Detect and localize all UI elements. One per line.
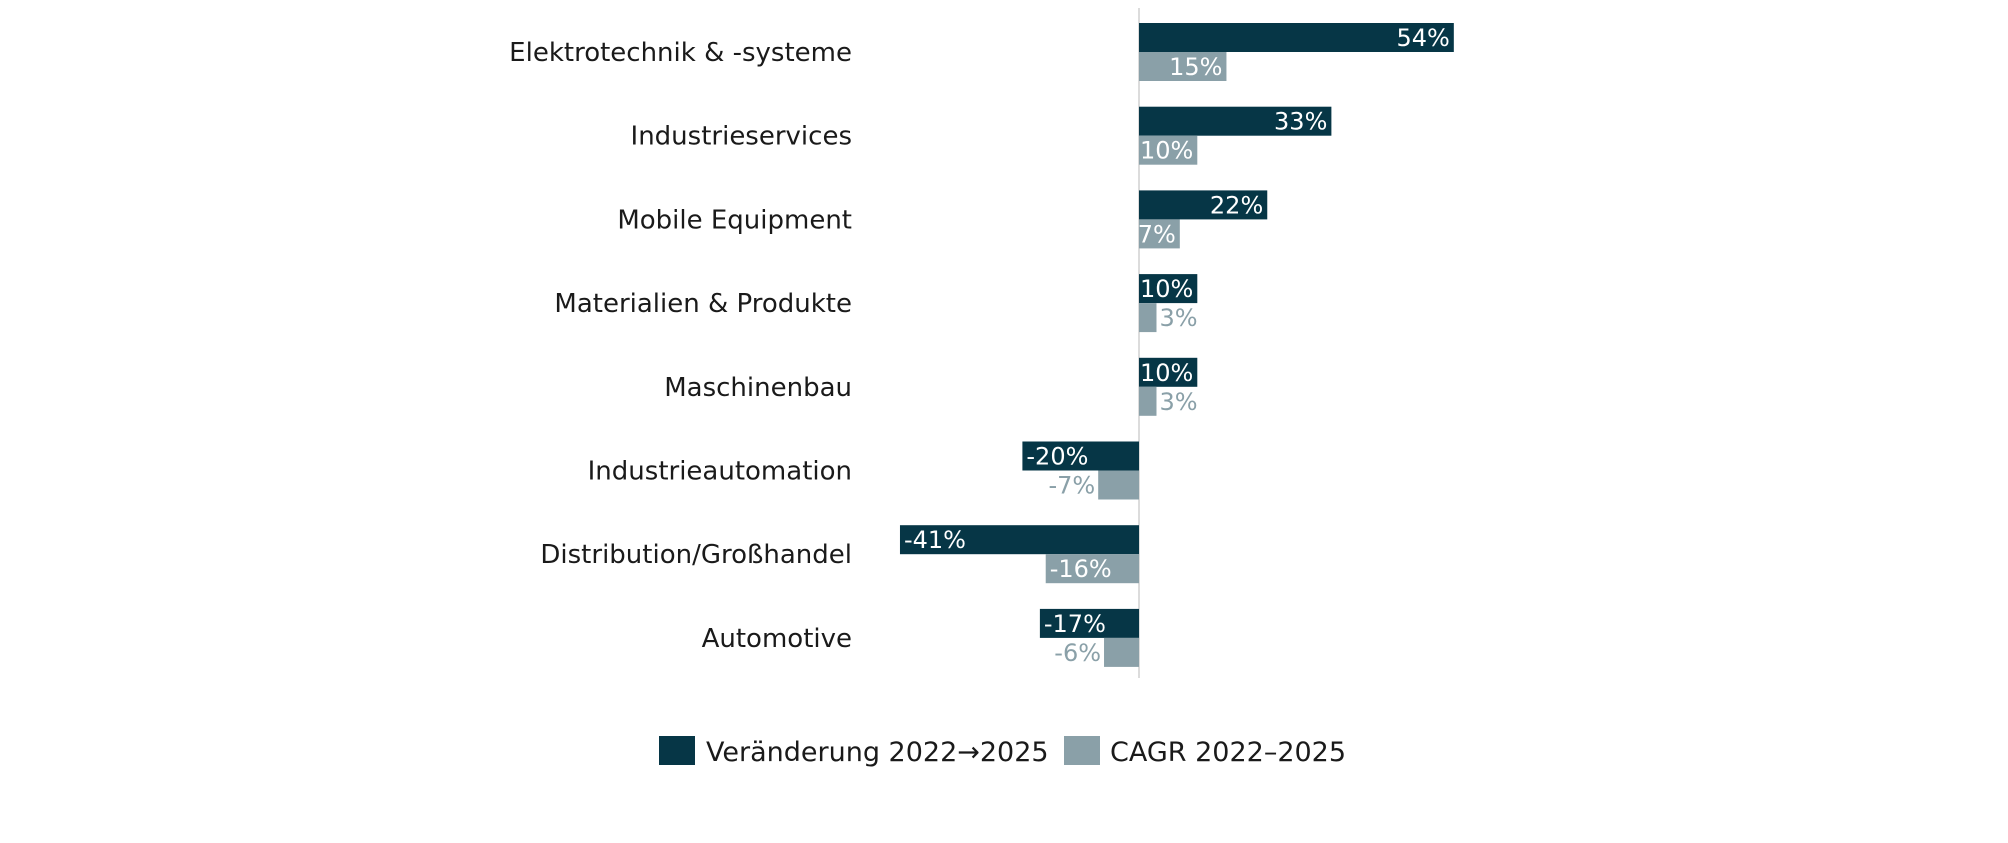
legend-swatch-cagr xyxy=(1064,736,1100,765)
bar-cagr-materialien-produkte xyxy=(1139,303,1157,333)
legend: Veränderung 2022→2025 CAGR 2022–2025 xyxy=(659,736,1346,768)
bar-cagr-mobile-equipment xyxy=(1139,219,1180,249)
legend-label-cagr: CAGR 2022–2025 xyxy=(1110,737,1346,768)
value-label-change-mobile-equipment: 22% xyxy=(1210,191,1263,219)
value-label-cagr-automotive: -6% xyxy=(1054,639,1101,667)
bar-change-automotive xyxy=(1039,608,1139,638)
value-label-cagr-industrieautomation: -7% xyxy=(1048,472,1095,500)
bar-cagr-maschinenbau xyxy=(1139,386,1157,416)
bar-cagr-automotive xyxy=(1104,637,1139,667)
value-label-change-maschinenbau: 10% xyxy=(1140,359,1193,387)
category-label-industrieservices: Industrieservices xyxy=(631,122,852,152)
bar-change-materialien-produkte xyxy=(1139,274,1198,304)
value-labels: 54%15%33%10%22%7%10%3%10%3%-20%-7%-41%-1… xyxy=(904,24,1450,667)
bars xyxy=(899,23,1454,667)
bar-cagr-industrieautomation xyxy=(1098,470,1139,500)
value-label-change-distribution-gro-handel: -41% xyxy=(904,526,966,554)
value-label-cagr-distribution-gro-handel: -16% xyxy=(1050,555,1112,583)
bar-change-distribution-gro-handel xyxy=(899,525,1139,555)
bar-change-industrieautomation xyxy=(1022,441,1139,471)
bar-change-elektrotechnik-systeme xyxy=(1139,23,1454,52)
legend-swatch-change xyxy=(659,736,695,765)
value-label-cagr-materialien-produkte: 3% xyxy=(1159,304,1197,332)
category-label-mobile-equipment: Mobile Equipment xyxy=(617,205,852,235)
value-label-change-elektrotechnik-systeme: 54% xyxy=(1396,24,1449,52)
value-label-change-industrieautomation: -20% xyxy=(1026,443,1088,471)
category-label-elektrotechnik-systeme: Elektrotechnik & -systeme xyxy=(509,38,852,68)
category-label-maschinenbau: Maschinenbau xyxy=(664,373,852,403)
category-label-materialien-produkte: Materialien & Produkte xyxy=(554,289,852,319)
value-label-cagr-maschinenbau: 3% xyxy=(1159,388,1197,416)
bar-change-industrieservices xyxy=(1139,106,1332,136)
value-label-change-industrieservices: 33% xyxy=(1274,108,1327,136)
bar-cagr-industrieservices xyxy=(1139,135,1198,165)
value-label-change-materialien-produkte: 10% xyxy=(1140,275,1193,303)
category-label-automotive: Automotive xyxy=(702,624,852,654)
bar-change-maschinenbau xyxy=(1139,357,1198,387)
value-label-cagr-elektrotechnik-systeme: 15% xyxy=(1169,53,1222,81)
bar-cagr-elektrotechnik-systeme xyxy=(1139,52,1227,81)
category-labels: Elektrotechnik & -systeme Industrieservic… xyxy=(509,38,852,654)
value-label-cagr-mobile-equipment: 7% xyxy=(1138,220,1176,248)
value-label-cagr-industrieservices: 10% xyxy=(1140,137,1193,165)
value-label-change-automotive: -17% xyxy=(1044,610,1106,638)
legend-label-change: Veränderung 2022→2025 xyxy=(706,737,1049,768)
category-label-industrieautomation: Industrieautomation xyxy=(588,457,852,487)
bar-change-mobile-equipment xyxy=(1139,190,1268,220)
category-label-distribution-gro-handel: Distribution/Großhandel xyxy=(540,540,852,570)
bar-cagr-distribution-gro-handel xyxy=(1045,554,1139,584)
